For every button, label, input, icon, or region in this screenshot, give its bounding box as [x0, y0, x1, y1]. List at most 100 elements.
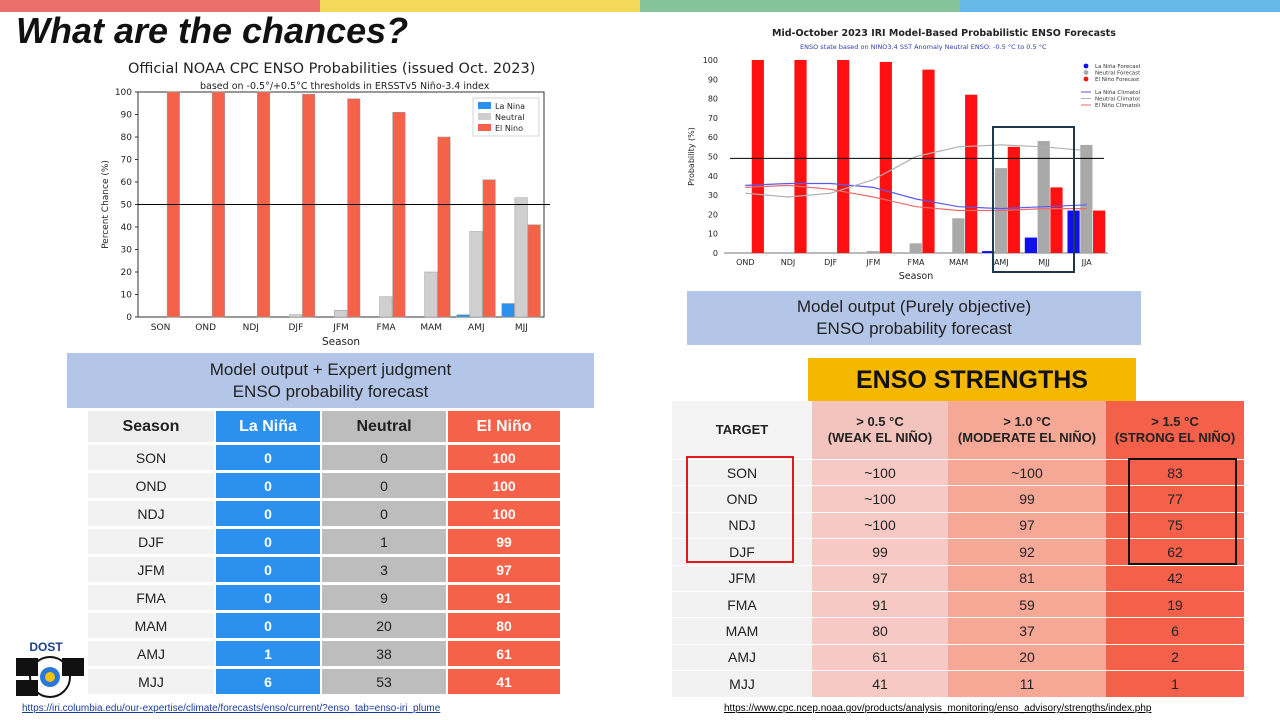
cell-season: DJF [88, 529, 214, 554]
highlight-iri-late-seasons-box [992, 126, 1075, 273]
cell-moderate: 81 [948, 565, 1106, 591]
bar [334, 310, 348, 318]
cell-la-nina: 6 [216, 669, 320, 694]
cell-la-nina: 0 [216, 529, 320, 554]
cell-weak: ~100 [812, 486, 948, 512]
legend-label: Neutral [495, 113, 525, 122]
strengths-row: JFM 97 81 42 [672, 565, 1244, 591]
y-tick-label: 90 [708, 75, 718, 84]
legend-marker [1083, 76, 1089, 82]
x-tick-label: FMA [377, 323, 397, 333]
bar [965, 94, 978, 253]
x-tick-label: JJA [1081, 258, 1093, 267]
x-tick-label: MJJ [1038, 258, 1050, 267]
bar [1050, 187, 1063, 253]
cell-weak: 91 [812, 591, 948, 618]
y-axis-label: Percent Chance (%) [101, 160, 111, 249]
legend-swatch [478, 102, 491, 109]
bar [456, 314, 470, 318]
legend-label: El Niño Forecast Probability [1095, 77, 1140, 83]
climatology-line [745, 182, 1087, 210]
cell-la-nina: 0 [216, 501, 320, 526]
bar [1007, 146, 1020, 253]
bar [482, 179, 496, 318]
dost-logo-text: DOST [29, 640, 63, 654]
cell-el-nino: 80 [448, 613, 560, 638]
y-tick-label: 100 [115, 88, 132, 98]
strengths-row: FMA 91 59 19 [672, 591, 1244, 618]
y-tick-label: 40 [121, 223, 133, 233]
x-tick-label: AMJ [994, 258, 1009, 267]
x-tick-label: SON [151, 323, 171, 333]
x-tick-label: OND [736, 258, 754, 267]
table-row: MAM 0 20 80 [88, 613, 560, 638]
x-tick-label: NDJ [243, 323, 259, 333]
iri-caption-line-1: Model output (Purely objective) [796, 297, 1032, 316]
legend-marker [1083, 70, 1089, 75]
iri-caption-line-2: ENSO probability forecast [816, 319, 1012, 338]
y-tick-label: 70 [121, 156, 133, 166]
cell-moderate: 20 [948, 644, 1106, 671]
bar [982, 251, 995, 253]
x-axis-label: Season [899, 271, 933, 282]
strengths-row: DJF 99 92 62 [672, 539, 1244, 565]
y-tick-label: 10 [708, 230, 718, 239]
cell-neutral: 20 [322, 613, 446, 638]
col-header-neutral: Neutral [322, 411, 446, 442]
strengths-row: OND ~100 99 77 [672, 486, 1244, 512]
cell-season: JFM [88, 557, 214, 582]
cell-moderate: 97 [948, 512, 1106, 539]
cell-el-nino: 97 [448, 557, 560, 582]
strengths-col-strong-threshold: > 1.5 °C [1151, 414, 1199, 429]
iri-probability-chart: 0 10 20 30 40 50 60 70 80 90 100 OND NDJ DJF JFM FMA MAM… [687, 56, 1140, 282]
cell-weak: 99 [812, 539, 948, 565]
strengths-col-weak: > 0.5 °C (WEAK EL NIÑO) [812, 401, 948, 459]
cell-strong: 6 [1106, 618, 1244, 644]
cell-strong: 19 [1106, 591, 1244, 618]
cell-moderate: 92 [948, 539, 1106, 565]
y-tick-label: 60 [121, 178, 133, 188]
x-tick-label: MJJ [515, 323, 528, 333]
table-row: SON 0 0 100 [88, 445, 560, 470]
x-tick-label: FMA [908, 258, 926, 267]
cell-season: AMJ [88, 641, 214, 666]
cell-neutral: 0 [322, 473, 446, 498]
cell-neutral: 0 [322, 501, 446, 526]
x-tick-label: OND [195, 323, 216, 333]
x-tick-label: MAM [420, 323, 442, 333]
cell-la-nina: 0 [216, 613, 320, 638]
col-header-el-nino: El Niño [448, 411, 560, 442]
cell-moderate: ~100 [948, 460, 1106, 486]
cell-la-nina: 0 [216, 473, 320, 498]
strengths-col-target-label: TARGET [715, 422, 769, 437]
bar [289, 314, 303, 318]
x-tick-label: DJF [289, 323, 304, 333]
table-row: NDJ 0 0 100 [88, 501, 560, 526]
cpc-chart-title: Official NOAA CPC ENSO Probabilities (is… [128, 61, 536, 77]
cell-moderate: 37 [948, 618, 1106, 644]
highlight-strong-values-box [1128, 458, 1237, 565]
iri-chart-subtitle: ENSO state based on NINO3.4 SST Anomaly … [800, 43, 1047, 51]
legend-label: El Niño Climatology [1095, 103, 1140, 109]
strip-segment-green [640, 0, 960, 12]
cell-weak: 41 [812, 671, 948, 697]
cpc-probability-chart: 0 10 20 30 40 50 60 70 80 90 100 SON OND NDJ DJF JFM FMA… [101, 88, 550, 348]
cpc-chart-subtitle: based on -0.5°/+0.5°C thresholds in ERSS… [200, 81, 490, 92]
dost-logo: DOST [14, 640, 94, 700]
cell-la-nina: 0 [216, 445, 320, 470]
y-tick-label: 10 [121, 291, 133, 301]
strip-segment-yellow [320, 0, 640, 12]
x-tick-label: AMJ [468, 323, 485, 333]
cell-la-nina: 1 [216, 641, 320, 666]
cell-weak: 61 [812, 644, 948, 671]
bar [794, 60, 807, 253]
highlight-target-seasons-box [686, 456, 794, 563]
cell-target: MAM [672, 618, 812, 644]
source-link-cpc[interactable]: https://www.cpc.ncep.noaa.gov/products/a… [724, 703, 1152, 714]
strengths-col-weak-threshold: > 0.5 °C [856, 414, 904, 429]
bar [866, 251, 880, 253]
source-link-iri[interactable]: https://iri.columbia.edu/our-expertise/c… [22, 703, 441, 714]
y-tick-label: 50 [708, 153, 718, 162]
cell-weak: 97 [812, 565, 948, 591]
cell-target: NDJ [672, 512, 812, 539]
